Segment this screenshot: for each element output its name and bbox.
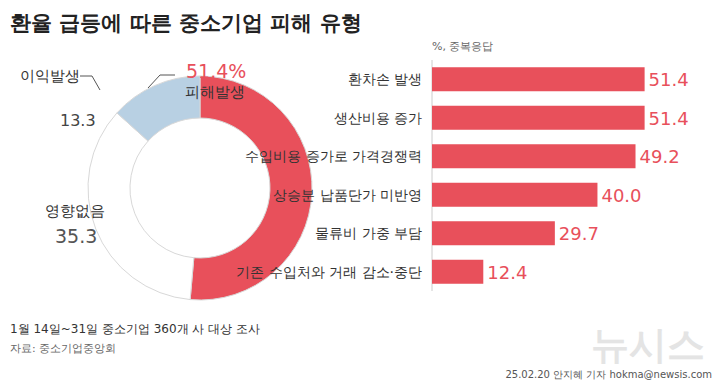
- donut-value-label: 35.3: [55, 225, 97, 247]
- bar-value-label: 49.2: [640, 146, 680, 167]
- bar-value-label: 51.4: [649, 69, 689, 90]
- bar-category-label: 상승분 납품단가 미반영: [273, 187, 422, 203]
- bars: [432, 67, 645, 284]
- footer-source: 자료: 중소기업중앙회: [10, 342, 116, 355]
- leader-line: [148, 75, 175, 88]
- bar: [432, 183, 597, 207]
- donut-value-label: 51.4%: [186, 60, 246, 82]
- footer-note: 1월 14일~31일 중소기업 360개 사 대상 조사: [10, 322, 260, 336]
- donut-category-label: 영향없음: [45, 202, 105, 220]
- bar-value-label: 12.4: [487, 262, 527, 283]
- bar-value-label: 29.7: [559, 223, 599, 244]
- leader-line: [80, 76, 100, 90]
- bar-category-label: 수입비용 증가로 가격경쟁력: [245, 148, 422, 164]
- bar-subtitle: %, 중복응답: [432, 40, 493, 53]
- bar-category-label: 환차손 발생: [348, 71, 422, 87]
- chart-svg: 환율 급등에 따른 중소기업 피해 유형뉴시스 51.4%피해발생 35.3 영향없음…: [0, 0, 720, 384]
- donut-value-label: 13.3: [60, 111, 96, 130]
- bar: [432, 144, 636, 168]
- donut-category-label: 이익발생: [20, 67, 80, 85]
- axis-line: [432, 60, 433, 291]
- bar-value-label: 51.4: [649, 108, 689, 129]
- bar: [432, 67, 645, 91]
- background: [0, 0, 720, 384]
- bar: [432, 106, 645, 130]
- byline: 25.02.20 안지혜 기자 hokma@newsis.com: [505, 369, 712, 380]
- title: 환율 급등에 따른 중소기업 피해 유형: [10, 11, 362, 35]
- chart-root: 환율 급등에 따른 중소기업 피해 유형뉴시스 51.4%피해발생 35.3 영향없음…: [0, 0, 720, 384]
- bar-category-label: 물류비 가중 부담: [315, 225, 422, 241]
- bar-value-label: 40.0: [601, 185, 641, 206]
- bar: [432, 260, 483, 284]
- bar-category-label: 기존 수입처와 거래 감소·중단: [236, 264, 422, 280]
- bar-category-label: 생산비용 증가: [334, 110, 422, 126]
- donut-category-label: 피해발생: [185, 83, 245, 101]
- bar: [432, 221, 555, 245]
- watermark: 뉴시스: [591, 323, 705, 367]
